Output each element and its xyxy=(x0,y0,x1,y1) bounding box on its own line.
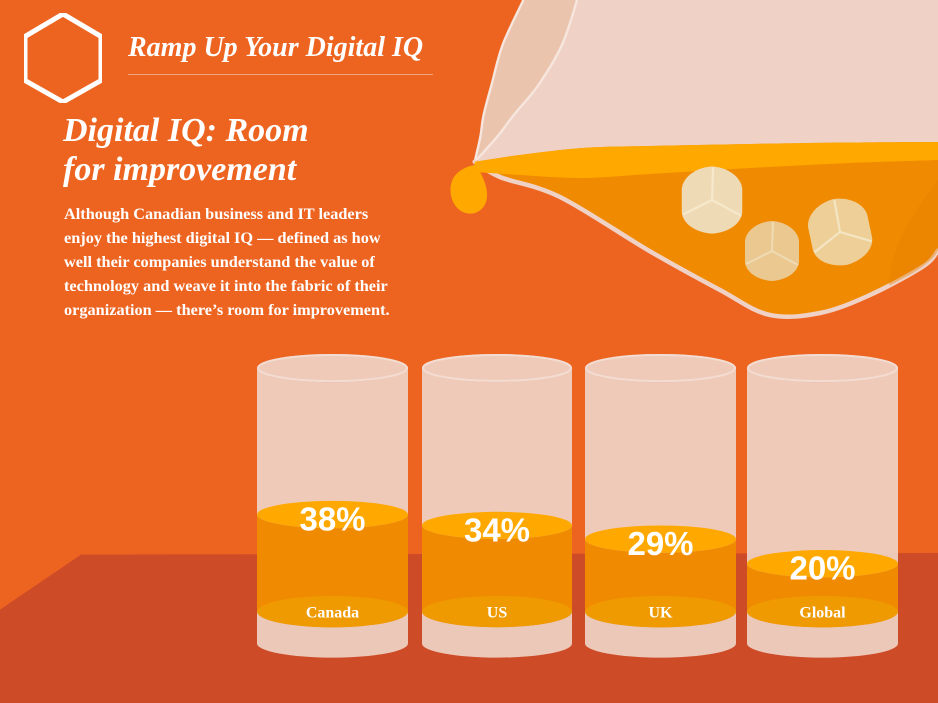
svg-text:Canada: Canada xyxy=(305,604,358,621)
svg-text:34%: 34% xyxy=(464,511,530,548)
svg-text:US: US xyxy=(487,604,508,621)
svg-text:UK: UK xyxy=(648,604,673,621)
svg-text:29%: 29% xyxy=(627,525,693,562)
svg-text:Global: Global xyxy=(799,604,846,621)
svg-text:38%: 38% xyxy=(299,500,365,537)
svg-text:20%: 20% xyxy=(789,550,855,587)
